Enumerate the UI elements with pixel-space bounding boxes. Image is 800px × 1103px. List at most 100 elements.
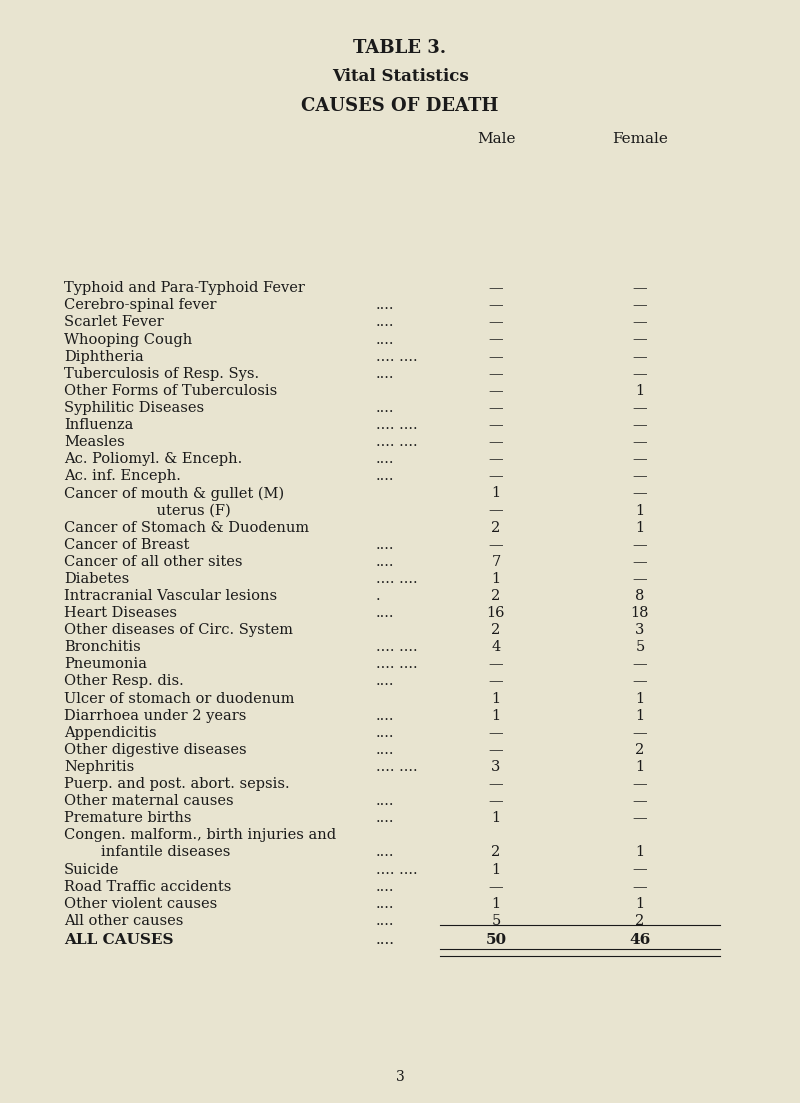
Text: ....: .... [376,897,394,911]
Text: —: — [633,537,647,552]
Text: 2: 2 [635,742,645,757]
Text: —: — [633,811,647,825]
Text: —: — [489,366,503,381]
Text: ....: .... [376,742,394,757]
Text: 1: 1 [491,897,501,911]
Text: ....: .... [376,606,394,620]
Text: —: — [489,537,503,552]
Text: —: — [633,315,647,330]
Text: Whooping Cough: Whooping Cough [64,332,192,346]
Text: 1: 1 [491,486,501,501]
Text: —: — [633,726,647,740]
Text: —: — [489,418,503,432]
Text: 1: 1 [635,897,645,911]
Text: 18: 18 [630,606,650,620]
Text: Diabetes: Diabetes [64,571,130,586]
Text: Puerp. and post. abort. sepsis.: Puerp. and post. abort. sepsis. [64,777,290,791]
Text: All other causes: All other causes [64,913,183,928]
Text: —: — [489,674,503,688]
Text: ....: .... [376,845,394,859]
Text: —: — [633,794,647,808]
Text: —: — [633,486,647,501]
Text: ....: .... [376,794,394,808]
Text: 50: 50 [486,933,506,947]
Text: —: — [489,435,503,449]
Text: 1: 1 [635,521,645,535]
Text: —: — [489,777,503,791]
Text: —: — [633,674,647,688]
Text: —: — [489,742,503,757]
Text: 3: 3 [491,760,501,774]
Text: —: — [489,794,503,808]
Text: 8: 8 [635,589,645,603]
Text: —: — [489,281,503,296]
Text: uterus (F): uterus (F) [64,503,230,517]
Text: 1: 1 [491,811,501,825]
Text: 5: 5 [635,640,645,654]
Text: Ac. inf. Enceph.: Ac. inf. Enceph. [64,469,181,483]
Text: Road Traffic accidents: Road Traffic accidents [64,879,231,893]
Text: 3: 3 [635,623,645,638]
Text: 2: 2 [491,521,501,535]
Text: 1: 1 [635,384,645,398]
Text: —: — [633,469,647,483]
Text: —: — [489,879,503,893]
Text: ....: .... [376,452,394,467]
Text: .... ....: .... .... [376,760,418,774]
Text: —: — [633,879,647,893]
Text: 2: 2 [491,623,501,638]
Text: Premature births: Premature births [64,811,191,825]
Text: —: — [633,571,647,586]
Text: Other violent causes: Other violent causes [64,897,218,911]
Text: ....: .... [376,879,394,893]
Text: Female: Female [612,132,668,147]
Text: 1: 1 [491,708,501,722]
Text: —: — [633,777,647,791]
Text: Cerebro-spinal fever: Cerebro-spinal fever [64,298,217,312]
Text: —: — [633,350,647,364]
Text: Nephritis: Nephritis [64,760,134,774]
Text: .: . [376,589,381,603]
Text: ....: .... [376,366,394,381]
Text: 1: 1 [635,503,645,517]
Text: Vital Statistics: Vital Statistics [332,68,468,85]
Text: ....: .... [376,332,394,346]
Text: TABLE 3.: TABLE 3. [354,39,446,56]
Text: 1: 1 [635,760,645,774]
Text: —: — [489,469,503,483]
Text: —: — [633,281,647,296]
Text: ....: .... [376,726,394,740]
Text: .... ....: .... .... [376,640,418,654]
Text: —: — [633,657,647,672]
Text: 16: 16 [486,606,506,620]
Text: 46: 46 [630,933,650,947]
Text: ....: .... [376,811,394,825]
Text: .... ....: .... .... [376,657,418,672]
Text: —: — [489,452,503,467]
Text: —: — [489,350,503,364]
Text: Other Forms of Tuberculosis: Other Forms of Tuberculosis [64,384,278,398]
Text: .... ....: .... .... [376,863,418,877]
Text: —: — [489,503,503,517]
Text: 4: 4 [491,640,501,654]
Text: Other Resp. dis.: Other Resp. dis. [64,674,184,688]
Text: ALL CAUSES: ALL CAUSES [64,933,174,947]
Text: Bronchitis: Bronchitis [64,640,141,654]
Text: ....: .... [376,555,394,569]
Text: —: — [633,332,647,346]
Text: Syphilitic Diseases: Syphilitic Diseases [64,400,204,415]
Text: Diarrhoea under 2 years: Diarrhoea under 2 years [64,708,246,722]
Text: 1: 1 [635,692,645,706]
Text: —: — [633,452,647,467]
Text: —: — [633,418,647,432]
Text: —: — [633,298,647,312]
Text: Other diseases of Circ. System: Other diseases of Circ. System [64,623,293,638]
Text: ....: .... [376,913,394,928]
Text: 1: 1 [491,571,501,586]
Text: —: — [489,298,503,312]
Text: Cancer of Stomach & Duodenum: Cancer of Stomach & Duodenum [64,521,309,535]
Text: 1: 1 [491,692,501,706]
Text: Heart Diseases: Heart Diseases [64,606,177,620]
Text: 1: 1 [635,845,645,859]
Text: Other digestive diseases: Other digestive diseases [64,742,246,757]
